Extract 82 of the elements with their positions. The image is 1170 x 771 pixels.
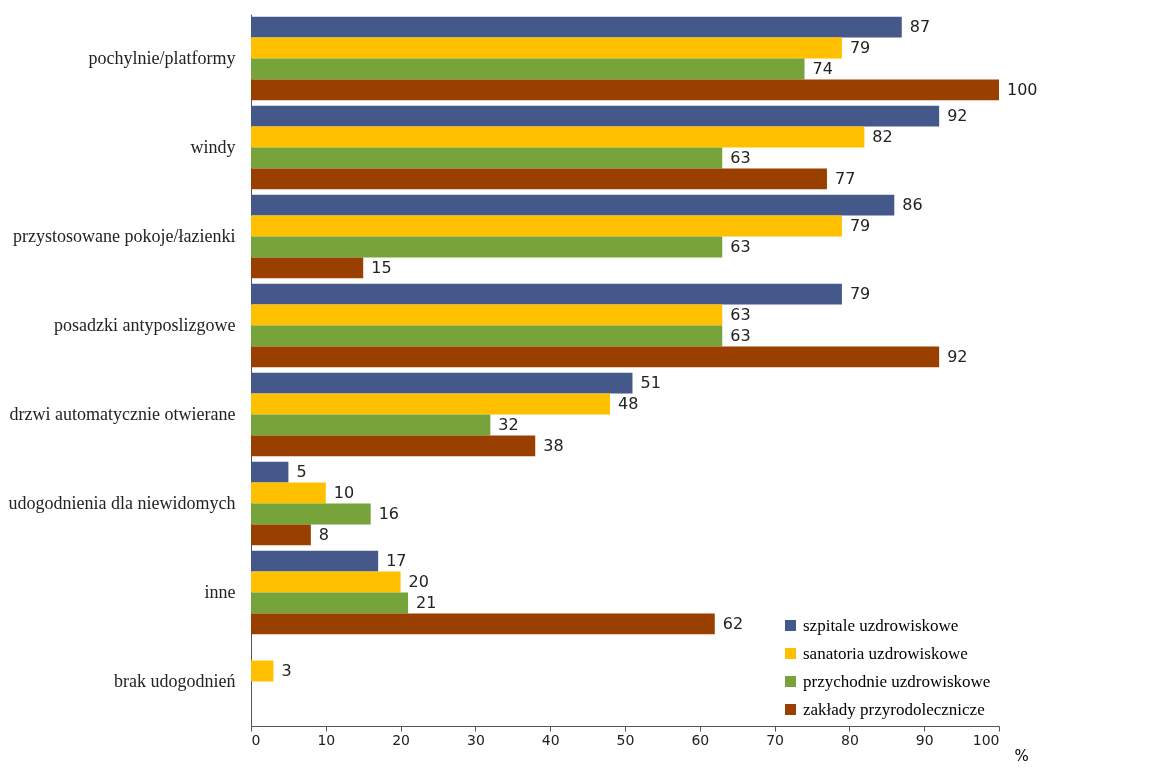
bar (251, 372, 633, 394)
bar (251, 325, 723, 347)
y-tick-label: inne (204, 581, 236, 602)
data-label: 21 (416, 592, 437, 612)
bar (251, 571, 401, 593)
bar (251, 660, 274, 682)
bar (251, 283, 842, 305)
data-label: 63 (730, 325, 751, 345)
y-tick-label: pochylnie/platformy (88, 47, 236, 68)
bar (251, 194, 895, 216)
x-tick-label: 70 (766, 731, 785, 748)
bar (251, 168, 827, 190)
y-tick-label: windy (190, 136, 236, 157)
data-label: 77 (834, 168, 856, 188)
bar (251, 105, 940, 127)
y-tick-label: posadzki antyposlizgowe (54, 314, 236, 335)
bar (251, 503, 371, 525)
data-label: 62 (722, 613, 744, 633)
x-axis-title: % (1014, 746, 1029, 765)
x-tick-label: 30 (466, 731, 485, 748)
bar (251, 147, 723, 169)
data-label: 48 (618, 394, 639, 414)
x-tick-label: 40 (541, 731, 560, 748)
bar (251, 215, 842, 237)
bar (251, 524, 311, 546)
data-label: 5 (296, 462, 307, 482)
bar (251, 613, 715, 635)
data-label: 10 (333, 483, 355, 503)
bar (251, 236, 723, 258)
bar (251, 16, 902, 38)
data-label: 92 (947, 106, 968, 126)
y-tick-label: drzwi automatycznie otwierane (9, 403, 236, 424)
data-label: 74 (812, 58, 833, 78)
legend-label: zakłady przyrodolecznicze (803, 699, 985, 719)
bar (251, 79, 999, 101)
bar (251, 461, 289, 483)
legend-label: przychodnie uzdrowiskowe (803, 671, 991, 691)
data-label: 8 (318, 524, 330, 544)
x-tick-label: 80 (840, 731, 859, 748)
x-tick-label: 90 (915, 731, 934, 748)
legend-label: szpitale uzdrowiskowe (803, 615, 959, 635)
data-label: 63 (730, 305, 751, 325)
data-label: 92 (947, 346, 968, 366)
x-tick-label: 100 (972, 731, 1000, 748)
data-label: 17 (386, 551, 407, 571)
data-label: 86 (902, 195, 923, 215)
bar (251, 414, 491, 436)
x-tick-label: 10 (317, 731, 336, 748)
y-tick-label: udogodnienia dla niewidomych (8, 492, 236, 513)
bar (251, 435, 536, 457)
y-tick-label: brak udogodnień (114, 670, 236, 691)
bar (251, 37, 842, 59)
data-label: 15 (371, 257, 392, 277)
data-label: 63 (730, 236, 751, 256)
data-label: 87 (909, 17, 931, 37)
x-tick-label: 50 (616, 731, 635, 748)
x-tick-label: 20 (392, 731, 411, 748)
legend-label: sanatoria uzdrowiskowe (803, 643, 968, 663)
bar (251, 482, 326, 504)
data-label: 38 (543, 435, 564, 455)
data-label: 82 (872, 127, 893, 147)
data-label: 3 (281, 661, 292, 681)
x-tick-label: 60 (691, 731, 710, 748)
bar (251, 393, 611, 415)
bar (251, 346, 940, 368)
bar (251, 550, 379, 572)
y-tick-label: przystosowane pokoje/łazienki (13, 225, 236, 246)
data-label: 32 (498, 414, 519, 434)
data-label: 51 (640, 373, 661, 393)
data-label: 16 (378, 503, 400, 523)
data-label: 63 (730, 147, 751, 167)
data-label: 20 (408, 572, 429, 592)
data-label: 79 (849, 216, 871, 236)
x-tick-label: 0 (251, 731, 261, 748)
data-label: 100 (1007, 79, 1038, 99)
bar (251, 304, 723, 326)
bar (251, 592, 409, 614)
bar (251, 58, 805, 80)
bar (251, 257, 364, 279)
data-label: 79 (849, 38, 871, 58)
data-label: 79 (849, 284, 871, 304)
bar (251, 126, 865, 148)
